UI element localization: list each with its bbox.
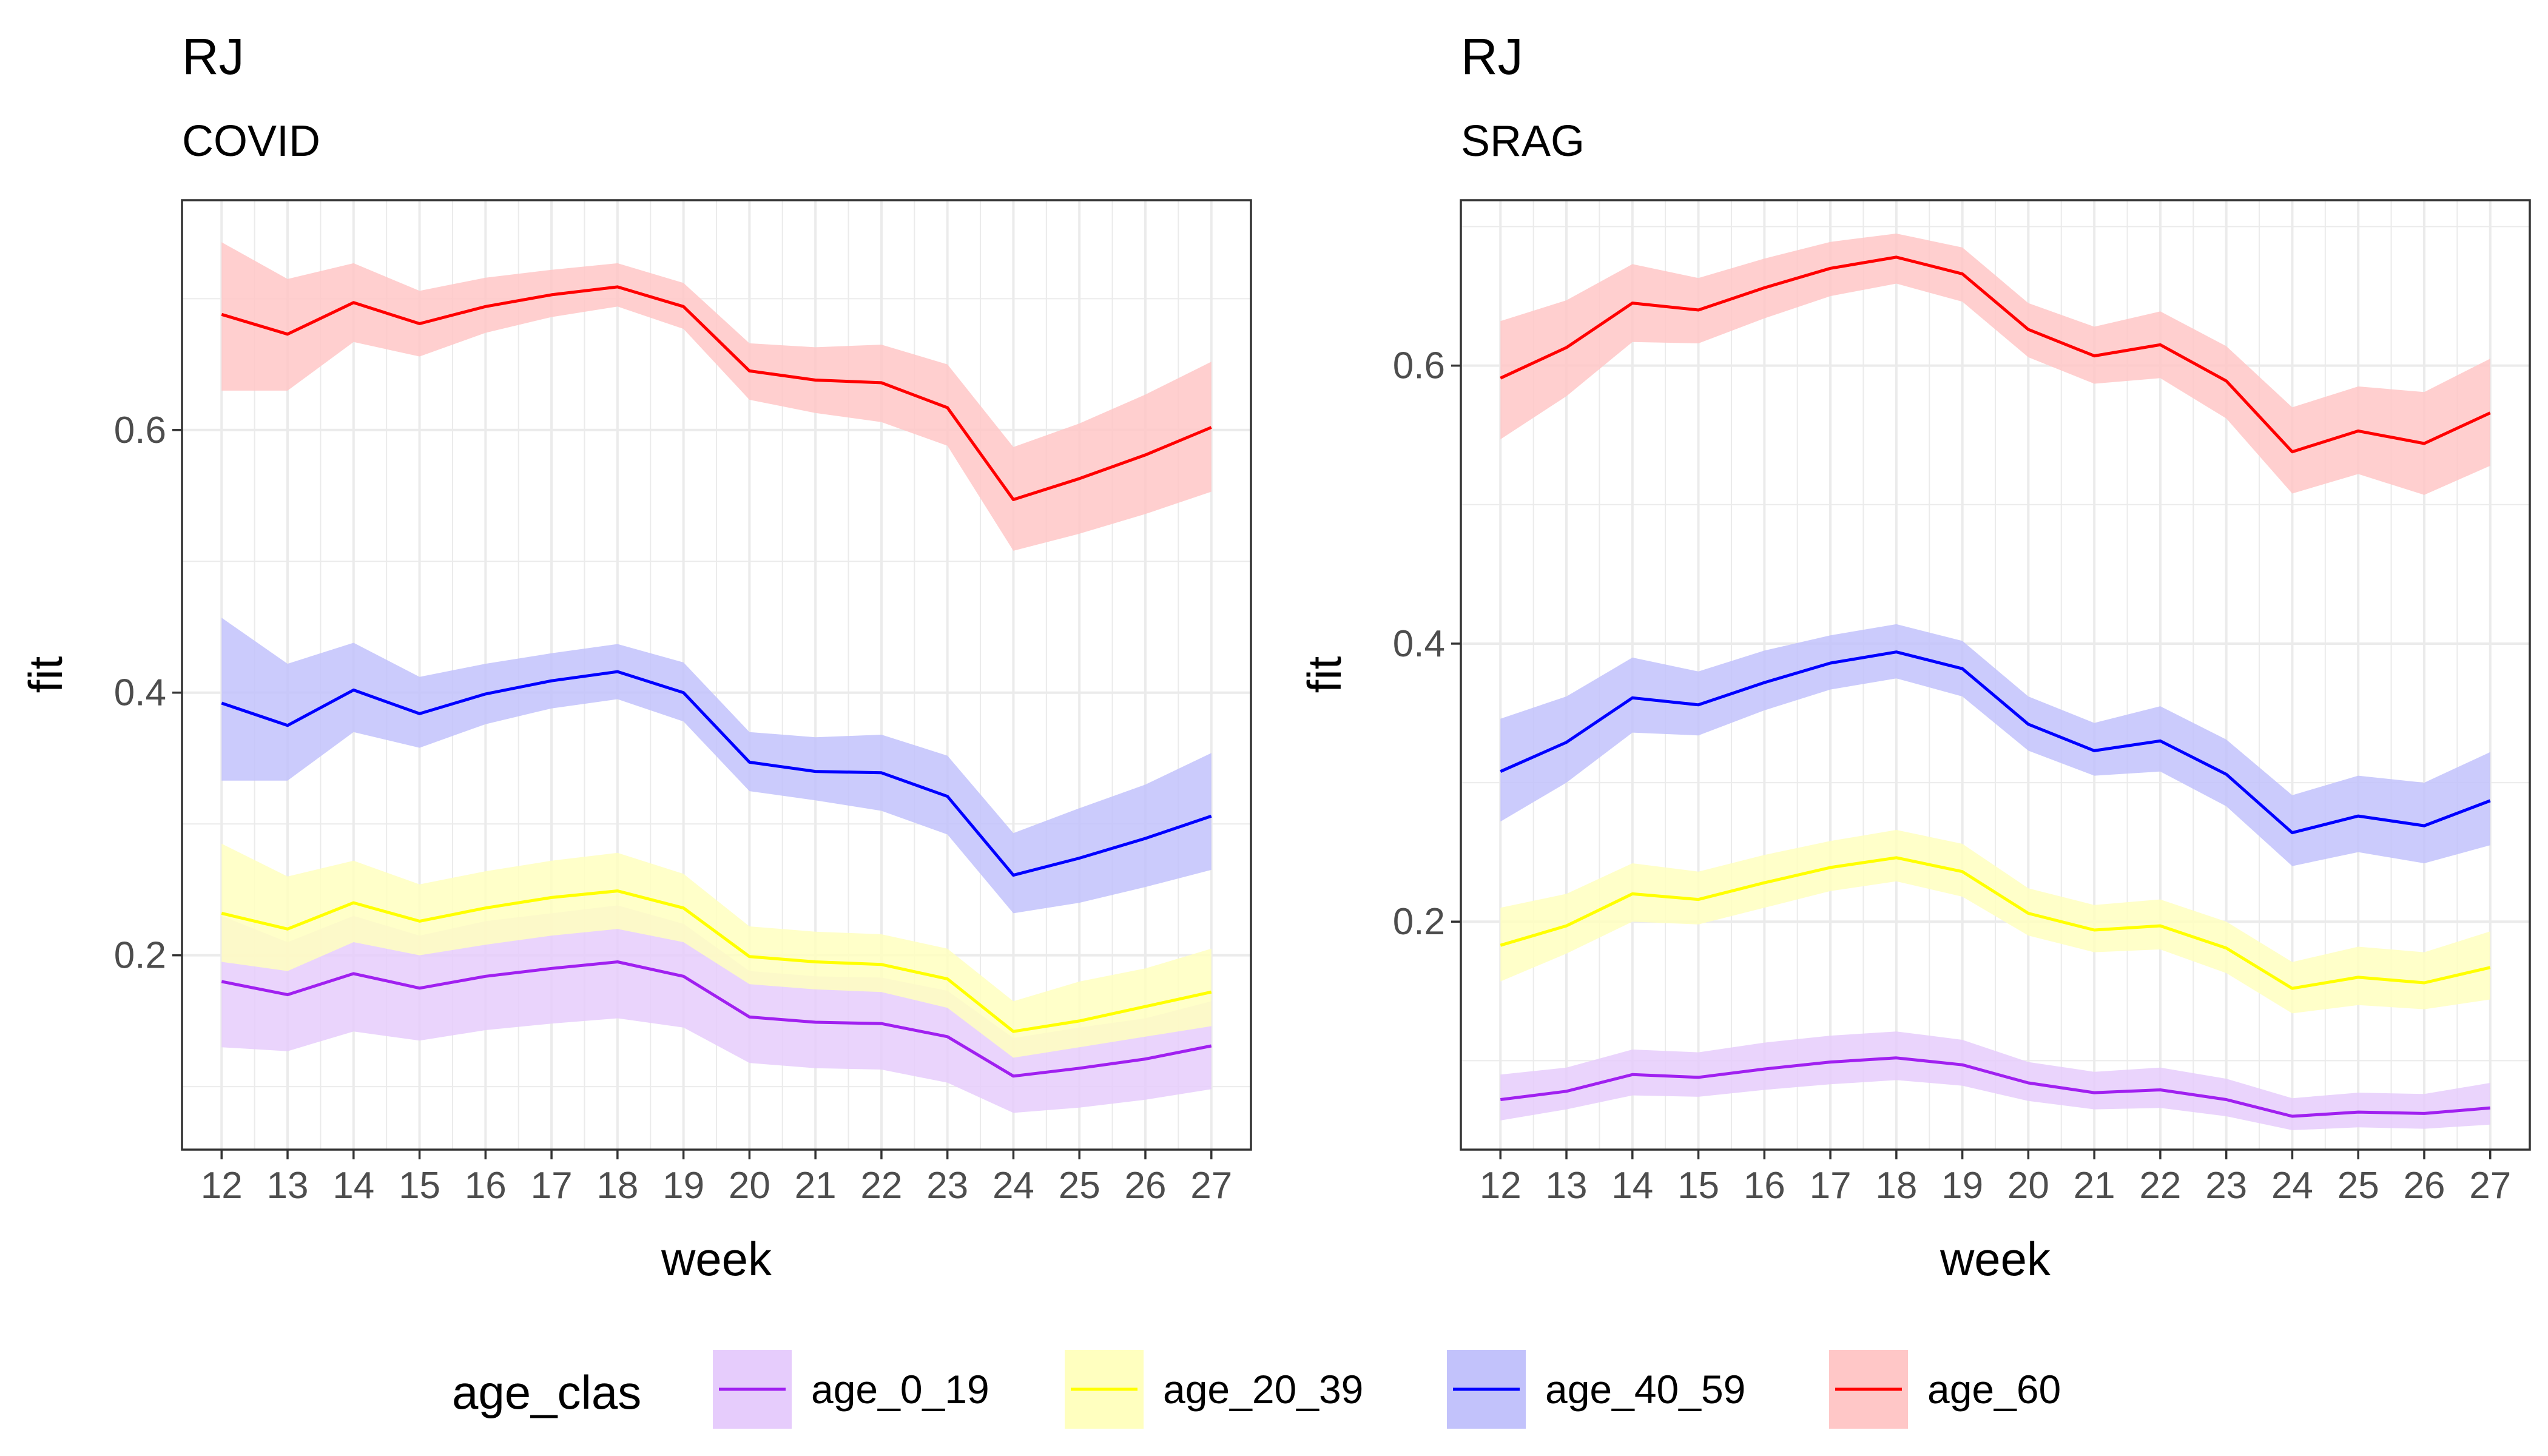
y-tick-label: 0.4 [1393,623,1445,665]
line-age_0_19 [1500,1056,2490,1118]
ribbon-age_0_19 [221,905,1212,1113]
legend: age_clas age_0_19 age_20_39 age_40_59 age_6… [452,1350,2061,1429]
x-tick-label: 26 [2403,1165,2445,1207]
x-tick-label: 20 [2007,1165,2049,1207]
x-axis-title: week [661,1232,772,1286]
line-age_20_39 [1500,856,2491,990]
chart-subtitle: SRAG [1461,117,1585,166]
x-tick-label: 25 [2337,1165,2379,1207]
x-tick-label: 24 [993,1165,1034,1207]
x-tick-label: 27 [1190,1165,1232,1207]
y-tick-label: 0.2 [1393,901,1445,943]
y-tick-labels: 0.2 0.4 0.6 [1393,345,1445,943]
legend-title: age_clas [452,1366,641,1419]
x-tick-label: 19 [1941,1165,1983,1207]
legend-items: age_0_19 age_20_39 age_40_59 age_60 [713,1350,2061,1429]
x-tick-labels: 12 13 14 15 16 17 18 19 20 21 22 23 24 25 26 27 [1480,1165,2511,1207]
x-tick-label: 12 [1480,1165,1522,1207]
x-tick-label: 18 [596,1165,638,1207]
chart-title: RJ [1461,28,1523,85]
x-tick-label: 19 [662,1165,704,1207]
x-tick-label: 12 [201,1165,243,1207]
x-tick-label: 15 [399,1165,440,1207]
x-tick-label: 22 [860,1165,902,1207]
ribbon-age_40_59 [1500,624,2490,866]
legend-label: age_60 [1927,1367,2061,1412]
x-tick-label: 18 [1875,1165,1917,1207]
confidence-ribbons [1500,234,2490,1130]
ribbon-age_40_59 [221,618,1212,914]
x-tick-label: 16 [465,1165,507,1207]
line-age_60 [221,285,1212,501]
legend-item-age_40_59: age_40_59 [1447,1350,1745,1429]
x-tick-label: 22 [2139,1165,2181,1207]
line-age_0_19 [221,960,1212,1078]
x-tick-label: 23 [926,1165,968,1207]
y-tick-label: 0.6 [114,410,166,451]
legend-label: age_40_59 [1545,1367,1745,1412]
line-age_40_59 [221,670,1212,877]
x-tick-label: 24 [2271,1165,2313,1207]
y-axis-title: fit [19,656,72,693]
ribbon-age_60 [1500,234,2490,495]
x-tick-label: 25 [1059,1165,1100,1207]
x-tick-label: 14 [1611,1165,1653,1207]
x-tick-label: 14 [332,1165,374,1207]
line-age_20_39 [221,889,1212,1033]
y-axis-title: fit [1298,656,1351,693]
x-tick-label: 13 [267,1165,309,1207]
line-age_60 [1500,255,2491,454]
chart-panel-covid: RJ COVID 0.2 0.4 0.6 12 13 14 15 16 17 18 19 20 21 2… [19,28,1252,1286]
chart-panel-srag: RJ SRAG 0.2 0.4 0.6 12 13 14 15 16 17 18 19 20 21 22… [1298,28,2531,1286]
x-tick-label: 17 [1810,1165,1852,1207]
series-lines [221,285,1212,1078]
legend-label: age_0_19 [811,1367,989,1412]
series-lines [1500,255,2491,1118]
confidence-ribbons [221,242,1212,1113]
x-tick-label: 15 [1677,1165,1719,1207]
legend-item-age_60: age_60 [1829,1350,2061,1429]
legend-item-age_0_19: age_0_19 [713,1350,989,1429]
panel-border [1460,199,2531,1151]
x-tick-label: 20 [729,1165,770,1207]
ribbon-age_20_39 [1500,830,2490,1014]
x-tick-label: 21 [795,1165,837,1207]
legend-label: age_20_39 [1163,1367,1363,1412]
chart-title: RJ [182,28,244,85]
x-axis-title: week [1940,1232,2051,1286]
y-tick-labels: 0.2 0.4 0.6 [114,410,166,977]
y-tick-label: 0.4 [114,672,166,714]
x-tick-label: 26 [1124,1165,1166,1207]
panel-border [181,199,1252,1151]
x-tick-label: 17 [531,1165,573,1207]
axis-ticks [1451,364,2492,1159]
x-tick-label: 27 [2469,1165,2511,1207]
ribbon-age_20_39 [221,843,1212,1058]
x-tick-label: 21 [2074,1165,2115,1207]
x-tick-label: 13 [1546,1165,1588,1207]
legend-item-age_20_39: age_20_39 [1065,1350,1363,1429]
chart-subtitle: COVID [182,117,320,166]
y-tick-label: 0.2 [114,935,166,977]
ribbon-age_0_19 [1500,1031,2490,1130]
y-tick-label: 0.6 [1393,345,1445,387]
ribbon-age_60 [221,242,1212,551]
line-age_40_59 [1500,650,2491,835]
x-tick-labels: 12 13 14 15 16 17 18 19 20 21 22 23 24 25 26 27 [201,1165,1232,1207]
x-tick-label: 16 [1744,1165,1785,1207]
axis-ticks [172,429,1213,1159]
x-tick-label: 23 [2205,1165,2247,1207]
